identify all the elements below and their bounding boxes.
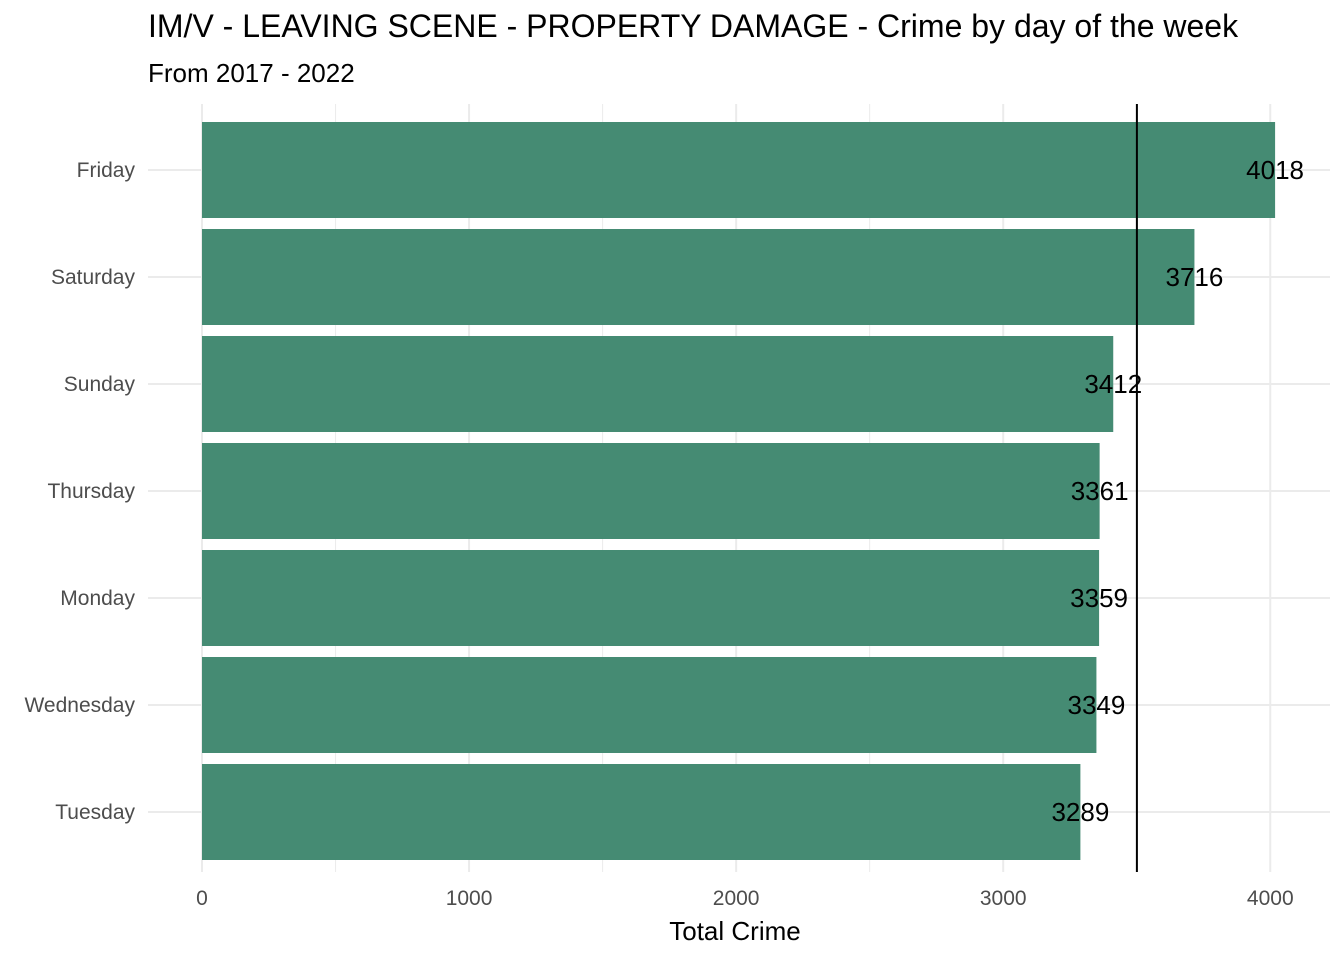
bars <box>202 122 1276 860</box>
y-tick-label: Sunday <box>64 373 136 396</box>
y-tick-label: Friday <box>77 159 136 182</box>
data-label: 4018 <box>1246 155 1304 185</box>
bar-tuesday <box>202 764 1081 860</box>
y-tick-label: Wednesday <box>24 694 135 717</box>
y-tick-label: Monday <box>60 587 135 610</box>
x-tick-label: 0 <box>196 887 208 910</box>
chart-subtitle: From 2017 - 2022 <box>148 58 355 88</box>
data-label: 3289 <box>1051 797 1109 827</box>
bar-wednesday <box>202 657 1097 753</box>
bar-monday <box>202 550 1100 646</box>
x-axis-ticks: 0 1000 2000 3000 4000 <box>196 887 1293 910</box>
data-label: 3716 <box>1166 262 1224 292</box>
data-label: 3359 <box>1070 583 1128 613</box>
data-label: 3412 <box>1084 369 1142 399</box>
bar-saturday <box>202 229 1195 325</box>
x-tick-label: 4000 <box>1247 887 1294 910</box>
x-tick-label: 2000 <box>713 887 760 910</box>
x-tick-label: 3000 <box>980 887 1027 910</box>
bar-friday <box>202 122 1276 218</box>
bar-sunday <box>202 336 1114 432</box>
data-label: 3349 <box>1067 690 1125 720</box>
x-axis-title: Total Crime <box>669 916 800 946</box>
data-label: 3361 <box>1071 476 1129 506</box>
bar-thursday <box>202 443 1100 539</box>
x-tick-label: 1000 <box>446 887 493 910</box>
y-tick-label: Saturday <box>51 266 136 289</box>
data-labels: 4018 3716 3412 3361 3359 3349 3289 <box>1051 155 1304 827</box>
y-axis-ticks: Friday Saturday Sunday Thursday Monday Wednes… <box>24 159 135 824</box>
y-tick-label: Thursday <box>47 480 135 503</box>
chart-title: IM/V - LEAVING SCENE - PROPERTY DAMAGE -… <box>148 8 1239 44</box>
y-tick-label: Tuesday <box>55 801 135 824</box>
